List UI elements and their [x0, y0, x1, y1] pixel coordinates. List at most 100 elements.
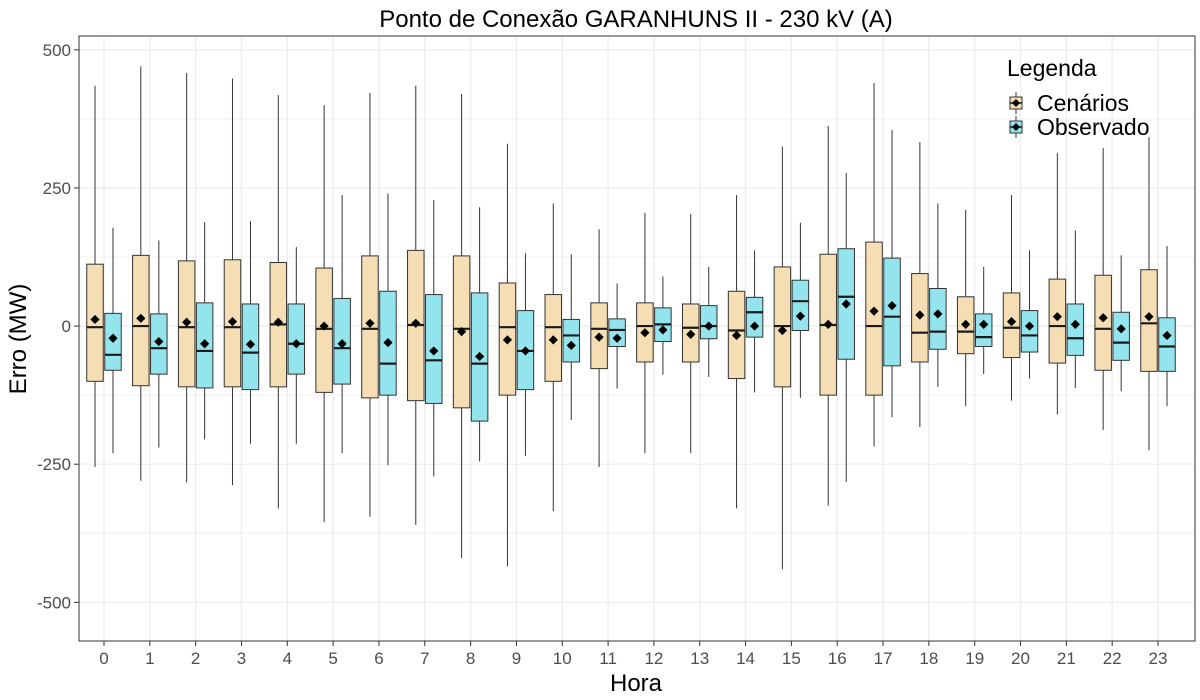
y-axis-title: Erro (MW): [5, 284, 32, 395]
mean-marker: [291, 339, 301, 349]
box-body: [608, 318, 626, 348]
mean-marker: [337, 339, 347, 349]
x-tick-label: 6: [374, 649, 383, 668]
mean-marker: [686, 329, 696, 339]
grid-major: [79, 36, 1195, 641]
mean-marker: [795, 311, 805, 321]
box-body: [883, 257, 901, 367]
box-Observado-3: [241, 221, 260, 444]
mean-marker: [566, 340, 576, 351]
box-Cenários-7: [407, 85, 425, 525]
box-Cenários-5: [315, 105, 333, 523]
mean-marker: [182, 317, 192, 327]
legend-label: Observado: [1037, 114, 1150, 140]
mean-marker: [154, 336, 164, 347]
mean-marker: [429, 346, 439, 356]
box-body: [1112, 311, 1130, 361]
box-Observado-0: [104, 227, 122, 454]
boxes: [86, 66, 1176, 570]
y-tick-label: -250: [37, 455, 71, 474]
box-Observado-16: [837, 173, 855, 482]
box-Cenários-2: [177, 73, 196, 483]
x-tick-label: 4: [283, 649, 292, 668]
box-Observado-22: [1112, 255, 1130, 392]
box-Cenários-10: [544, 203, 563, 512]
box-Cenários-11: [590, 229, 608, 467]
legend-key-mean: [1012, 99, 1020, 107]
x-tick-label: 16: [828, 649, 847, 668]
mean-marker: [227, 317, 238, 327]
mean-marker: [457, 326, 467, 337]
box-Cenários-19: [956, 210, 975, 407]
mean-marker: [915, 310, 925, 320]
mean-marker: [273, 317, 283, 327]
box-body: [865, 241, 883, 396]
box-Observado-10: [562, 254, 581, 420]
mean-marker: [749, 321, 760, 331]
x-tick-label: 9: [512, 649, 521, 668]
box-Observado-21: [1066, 230, 1085, 388]
box-Observado-19: [974, 266, 993, 375]
box-Observado-23: [1158, 245, 1176, 407]
box-Observado-6: [379, 193, 397, 466]
mean-marker: [520, 346, 531, 356]
box-Observado-17: [883, 129, 901, 418]
mean-marker: [136, 313, 146, 323]
box-body: [287, 303, 306, 375]
box-body: [929, 287, 947, 350]
box-Observado-9: [516, 253, 535, 456]
box-Cenários-15: [773, 146, 792, 570]
box-Observado-14: [745, 250, 764, 393]
box-body: [791, 279, 810, 331]
x-tick-label: 10: [553, 649, 572, 668]
mean-marker: [841, 299, 851, 309]
box-Observado-7: [425, 200, 443, 477]
box-Cenários-20: [1002, 195, 1021, 401]
mean-marker: [365, 318, 375, 328]
box-Cenários-16: [819, 126, 837, 506]
box-Observado-1: [150, 240, 168, 448]
mean-marker: [108, 333, 118, 343]
box-Cenários-13: [681, 213, 700, 454]
grid-minor: [79, 118, 1195, 534]
box-Cenários-8: [452, 94, 471, 559]
x-tick-label: 21: [1057, 649, 1076, 668]
x-tick-label: 5: [328, 649, 337, 668]
x-tick-label: 19: [965, 649, 984, 668]
mean-marker: [1098, 313, 1108, 323]
x-tick-label: 11: [599, 649, 617, 668]
y-tick-label: 500: [43, 41, 71, 60]
x-tick-label: 23: [1149, 649, 1168, 668]
mean-marker: [245, 339, 256, 349]
box-Observado-12: [654, 276, 672, 375]
x-tick-label: 12: [644, 649, 663, 668]
mean-marker: [612, 333, 622, 343]
x-tick-label: 8: [466, 649, 475, 668]
mean-marker: [979, 319, 989, 330]
y-tick-label: 250: [43, 179, 71, 198]
mean-marker: [90, 314, 100, 325]
box-Observado-2: [195, 222, 214, 440]
mean-marker: [887, 301, 897, 311]
mean-marker: [594, 332, 604, 342]
mean-marker: [383, 338, 393, 348]
mean-marker: [411, 318, 421, 328]
mean-marker: [961, 319, 971, 330]
box-Observado-13: [699, 266, 718, 377]
box-body: [1020, 310, 1039, 353]
x-tick-label: 20: [1011, 649, 1030, 668]
box-Observado-8: [470, 207, 489, 462]
box-body: [562, 318, 581, 363]
box-body: [1158, 317, 1176, 372]
box-body: [745, 296, 764, 338]
box-body: [1066, 303, 1085, 356]
panel-border: [78, 35, 1196, 642]
legend-title: Legenda: [1007, 55, 1097, 81]
mean-marker: [933, 309, 943, 319]
box-Observado-15: [791, 222, 810, 398]
box-Cenários-12: [636, 212, 654, 454]
x-axis-title: Hora: [610, 670, 663, 697]
box-Cenários-23: [1140, 137, 1158, 451]
legend-item-Observado: Observado: [1009, 114, 1150, 140]
